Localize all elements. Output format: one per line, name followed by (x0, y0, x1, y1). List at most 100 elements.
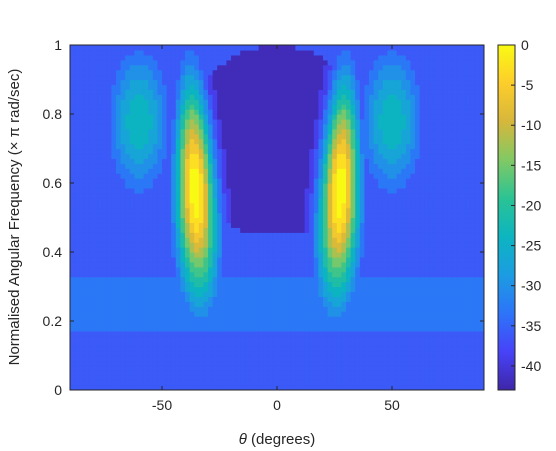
contour-cell (111, 375, 117, 381)
contour-cell (470, 212, 476, 219)
contour-cell (336, 202, 342, 209)
contour-cell (428, 256, 434, 263)
contour-cell (332, 345, 338, 352)
contour-cell (410, 316, 416, 322)
contour-cell (350, 385, 356, 390)
contour-cell (231, 380, 237, 386)
contour-cell (235, 237, 241, 243)
contour-cell (88, 222, 94, 228)
contour-cell (106, 138, 112, 145)
contour-cell (226, 380, 232, 386)
contour-cell (102, 192, 108, 199)
contour-cell (373, 212, 379, 219)
contour-cell (479, 212, 484, 219)
contour-cell (79, 330, 85, 337)
contour-cell (286, 237, 292, 243)
contour-cell (286, 340, 292, 347)
contour-cell (346, 301, 352, 307)
contour-cell (392, 143, 398, 150)
contour-cell (424, 340, 430, 347)
contour-cell (392, 242, 398, 248)
contour-cell (396, 247, 402, 253)
contour-cell (290, 187, 296, 194)
contour-cell (327, 350, 333, 357)
contour-cell (125, 271, 131, 278)
contour-cell (79, 256, 85, 263)
contour-cell (244, 296, 250, 302)
contour-cell (341, 118, 347, 125)
contour-cell (203, 143, 209, 150)
contour-cell (198, 192, 204, 199)
contour-cell (171, 385, 177, 390)
contour-cell (309, 163, 315, 169)
contour-cell (424, 276, 430, 283)
contour-cell (102, 173, 108, 179)
contour-cell (470, 380, 476, 386)
contour-cell (111, 173, 117, 179)
contour-cell (139, 242, 145, 248)
contour-cell (263, 380, 269, 386)
contour-cell (341, 168, 347, 174)
contour-cell (327, 385, 333, 390)
contour-cell (336, 306, 342, 312)
contour-cell (152, 143, 158, 150)
contour-cell (392, 178, 398, 184)
contour-cell (139, 360, 145, 366)
contour-cell (102, 247, 108, 253)
contour-cell (102, 252, 108, 258)
contour-cell (97, 197, 103, 204)
contour-cell (433, 345, 439, 352)
contour-cell (208, 301, 214, 307)
contour-cell (277, 158, 283, 164)
contour-cell (327, 380, 333, 386)
contour-cell (97, 114, 103, 120)
contour-cell (300, 301, 306, 307)
contour-cell (185, 128, 191, 135)
contour-cell (479, 178, 484, 184)
contour-cell (405, 207, 411, 214)
contour-cell (139, 261, 145, 268)
contour-cell (438, 153, 444, 159)
contour-cell (143, 301, 149, 307)
contour-cell (447, 365, 453, 371)
contour-cell (240, 133, 246, 140)
contour-cell (139, 207, 145, 214)
contour-cell (88, 276, 94, 283)
contour-cell (88, 256, 94, 263)
contour-cell (194, 227, 200, 233)
contour-cell (203, 252, 209, 258)
contour-cell (152, 316, 158, 322)
contour-cell (346, 168, 352, 174)
contour-cell (189, 266, 195, 273)
contour-cell (88, 345, 94, 352)
contour-cell (129, 153, 135, 159)
contour-cell (194, 173, 200, 179)
contour-cell (102, 178, 108, 184)
contour-cell (474, 276, 480, 283)
contour-cell (451, 281, 457, 288)
contour-cell (290, 325, 296, 332)
contour-cell (180, 360, 186, 366)
contour-cell (162, 252, 168, 258)
contour-cell (392, 207, 398, 214)
contour-cell (304, 178, 310, 184)
contour-cell (258, 256, 264, 263)
contour-cell (254, 256, 260, 263)
contour-cell (254, 340, 260, 347)
contour-cell (465, 291, 471, 297)
contour-cell (428, 350, 434, 357)
contour-cell (166, 385, 172, 390)
contour-cell (313, 340, 319, 347)
contour-cell (120, 365, 126, 371)
contour-cell (415, 237, 421, 243)
contour-cell (341, 197, 347, 204)
contour-cell (102, 271, 108, 278)
contour-cell (309, 153, 315, 159)
contour-cell (221, 365, 227, 371)
contour-cell (336, 163, 342, 169)
contour-cell (355, 311, 361, 317)
contour-cell (97, 325, 103, 332)
contour-cell (300, 133, 306, 140)
contour-cell (369, 168, 375, 174)
contour-cell (74, 321, 80, 327)
